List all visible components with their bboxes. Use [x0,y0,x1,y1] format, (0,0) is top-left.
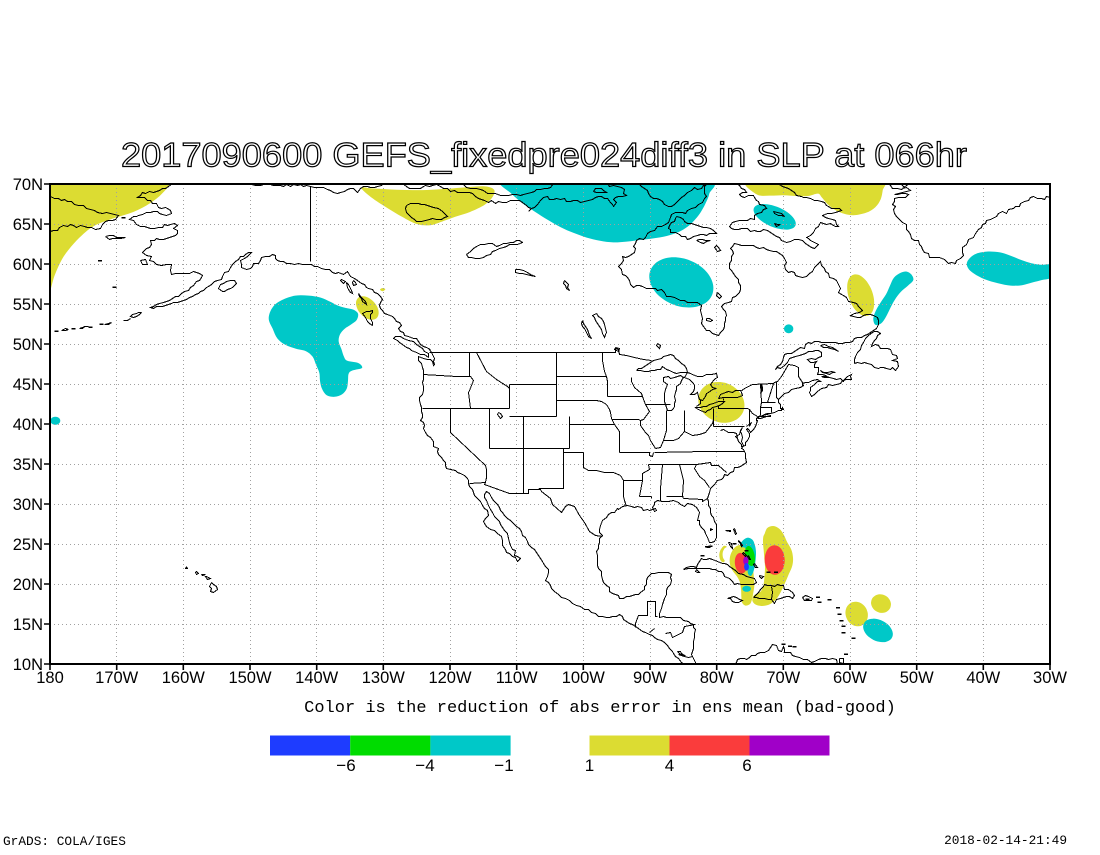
svg-text:45N: 45N [13,376,43,394]
svg-text:10N: 10N [13,656,43,674]
svg-text:4: 4 [665,756,674,775]
svg-text:90W: 90W [633,669,667,687]
svg-text:15N: 15N [13,616,43,634]
svg-text:40N: 40N [13,416,43,434]
svg-text:120W: 120W [428,669,472,687]
svg-text:20N: 20N [13,576,43,594]
svg-text:130W: 130W [362,669,406,687]
svg-text:2018-02-14-21:49: 2018-02-14-21:49 [944,833,1067,848]
svg-text:70W: 70W [766,669,800,687]
svg-text:40W: 40W [966,669,1000,687]
svg-text:70N: 70N [13,176,43,194]
svg-text:30W: 30W [1033,669,1067,687]
svg-text:2017090600 GEFS_fixedpre024dif: 2017090600 GEFS_fixedpre024diff3 in SLP … [121,137,967,175]
svg-text:50W: 50W [900,669,934,687]
svg-text:160W: 160W [162,669,206,687]
svg-text:150W: 150W [228,669,272,687]
svg-text:GrADS: COLA/IGES: GrADS: COLA/IGES [3,834,126,849]
svg-text:25N: 25N [13,536,43,554]
svg-text:110W: 110W [496,669,538,687]
svg-text:80W: 80W [700,669,734,687]
svg-text:180: 180 [36,669,64,687]
svg-text:35N: 35N [13,456,43,474]
svg-text:100W: 100W [562,669,606,687]
svg-text:−6: −6 [336,756,355,775]
svg-text:60W: 60W [833,669,867,687]
svg-text:Color is the reduction of abs: Color is the reduction of abs error in e… [304,699,896,718]
svg-text:−1: −1 [494,756,513,775]
svg-text:55N: 55N [13,296,43,314]
svg-text:170W: 170W [95,669,139,687]
svg-text:50N: 50N [13,336,43,354]
svg-text:140W: 140W [295,669,339,687]
svg-text:60N: 60N [13,256,43,274]
svg-text:65N: 65N [13,216,43,234]
svg-text:1: 1 [585,756,594,775]
svg-text:30N: 30N [13,496,43,514]
svg-text:−4: −4 [415,756,434,775]
svg-text:6: 6 [742,756,751,775]
